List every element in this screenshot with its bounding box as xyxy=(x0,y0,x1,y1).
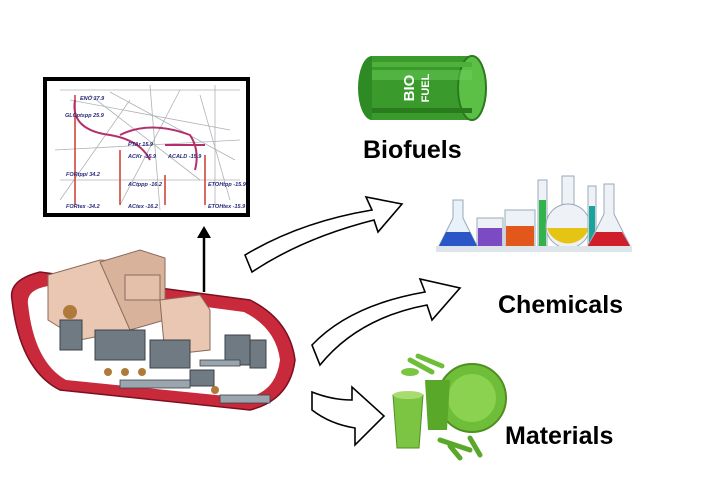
map-label-ptar: PTAr 15.9 xyxy=(128,142,154,148)
biofuel-barrel-icon: BIO FUEL xyxy=(358,55,487,121)
map-label-etohtex: ETOHtex -15.9 xyxy=(208,204,246,210)
map-label-glcptspp: GLCptspp 25.9 xyxy=(65,113,105,119)
barrel-text-fuel: FUEL xyxy=(420,73,432,102)
label-materials: Materials xyxy=(505,422,613,450)
barrel-text-bio: BIO xyxy=(401,74,418,101)
label-chemicals: Chemicals xyxy=(498,291,623,319)
map-label-acald: ACALD -15.9 xyxy=(167,154,202,160)
map-label-eno: ENO 37.9 xyxy=(80,96,105,102)
map-label-etohtpp: ETOHtpp -15.9 xyxy=(208,182,247,188)
arrow-to-chemicals xyxy=(311,277,462,367)
map-label-ackr: ACKr -15.9 xyxy=(127,154,157,160)
arrow-to-biofuels xyxy=(243,195,404,274)
arrow-to-materials xyxy=(311,385,386,447)
chemistry-glassware-icon xyxy=(436,175,632,252)
up-arrow xyxy=(197,226,211,292)
cell-factory-illustration xyxy=(10,249,296,411)
map-label-fortppi: FORtppi 34.2 xyxy=(66,172,100,178)
map-label-actex: ACtex -16.2 xyxy=(127,204,158,210)
bioplastic-tableware-icon xyxy=(392,353,507,461)
map-label-actppp: ACtppp -16.2 xyxy=(127,182,162,188)
map-label-fortex: FORtex -34.2 xyxy=(66,204,100,210)
label-biofuels: Biofuels xyxy=(363,136,462,164)
metabolic-map: ENO 37.9 GLCptspp 25.9 PTAr 15.9 ACKr -1… xyxy=(43,77,250,217)
